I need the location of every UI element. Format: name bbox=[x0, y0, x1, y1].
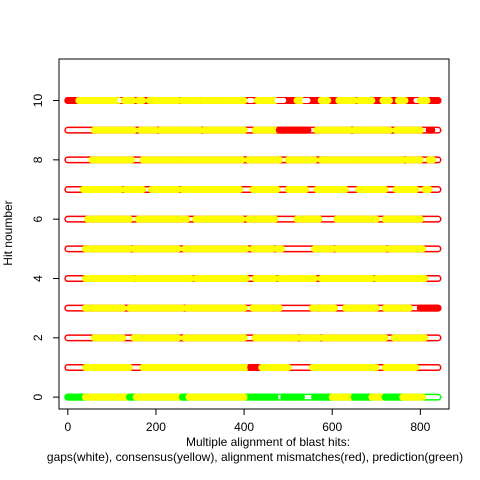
x-axis: 0 200 400 600 800 bbox=[64, 408, 431, 434]
x-axis-title-line1: Multiple alignment of blast hits: bbox=[186, 435, 350, 449]
y-tick-label: 4 bbox=[31, 275, 45, 282]
plot-frame bbox=[58, 58, 450, 410]
y-tick-label: 10 bbox=[31, 94, 45, 108]
x-tick-label: 800 bbox=[410, 420, 430, 434]
alignment-marks bbox=[64, 97, 442, 401]
y-axis-title: Hit noumber bbox=[1, 200, 15, 265]
x-tick-label: 400 bbox=[234, 420, 254, 434]
x-tick-label: 600 bbox=[322, 420, 342, 434]
y-tick-label: 0 bbox=[31, 393, 45, 400]
y-tick-label: 8 bbox=[31, 156, 45, 163]
y-axis: 0 2 4 6 8 10 bbox=[31, 94, 60, 400]
y-tick-label: 6 bbox=[31, 216, 45, 223]
y-tick-label: 2 bbox=[31, 334, 45, 341]
x-tick-label: 0 bbox=[64, 420, 71, 434]
x-axis-title-line2: gaps(white), consensus(yellow), alignmen… bbox=[47, 450, 463, 464]
x-tick-label: 200 bbox=[146, 420, 166, 434]
